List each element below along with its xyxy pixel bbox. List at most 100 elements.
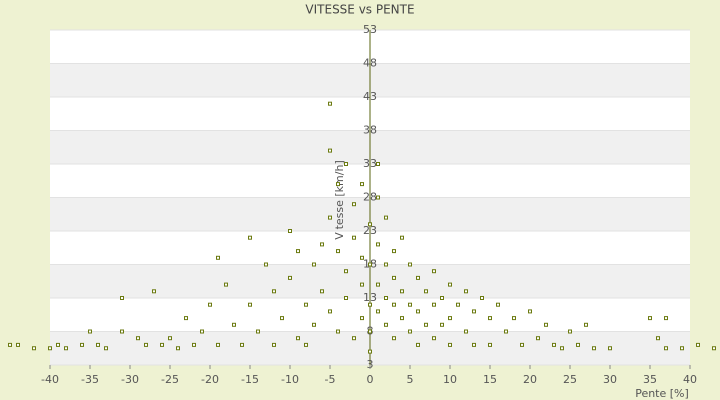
point xyxy=(368,222,372,227)
y-tick-label: 38 xyxy=(363,124,377,137)
point xyxy=(592,346,596,351)
point xyxy=(408,329,412,334)
x-tick-label: -15 xyxy=(241,373,259,386)
point xyxy=(160,342,164,347)
point xyxy=(32,346,36,351)
point xyxy=(528,309,532,314)
point xyxy=(136,336,140,341)
point xyxy=(336,329,340,334)
point xyxy=(432,269,436,274)
point xyxy=(320,242,324,247)
point xyxy=(432,302,436,307)
point xyxy=(576,342,580,347)
x-tick-label: -25 xyxy=(161,373,179,386)
x-tick-label: 40 xyxy=(683,373,697,386)
x-tick-label: 35 xyxy=(643,373,657,386)
point xyxy=(440,296,444,300)
point xyxy=(184,316,188,321)
point xyxy=(440,322,444,327)
point xyxy=(368,349,372,354)
point xyxy=(448,342,452,347)
y-tick-label: 3 xyxy=(367,358,374,371)
point xyxy=(376,242,380,247)
point xyxy=(352,235,356,240)
point xyxy=(168,336,172,341)
point xyxy=(360,255,364,260)
point xyxy=(368,302,372,307)
point xyxy=(408,302,412,307)
point xyxy=(328,101,332,106)
point xyxy=(536,336,540,341)
point xyxy=(464,289,468,294)
point xyxy=(104,346,108,351)
point xyxy=(488,342,492,347)
point xyxy=(312,262,316,267)
point xyxy=(48,346,52,351)
point xyxy=(304,342,308,347)
point xyxy=(464,329,468,334)
point xyxy=(328,148,332,153)
point xyxy=(16,342,20,347)
point xyxy=(552,342,556,347)
point xyxy=(312,322,316,327)
point xyxy=(264,262,268,267)
x-tick-label: 30 xyxy=(603,373,617,386)
point xyxy=(408,262,412,267)
point xyxy=(400,235,404,240)
point xyxy=(664,346,668,351)
point xyxy=(344,269,348,274)
point xyxy=(272,342,276,347)
point xyxy=(176,346,180,351)
y-axis-label: Vitesse [km/h] xyxy=(333,160,346,240)
point xyxy=(272,289,276,294)
x-tick-label: 10 xyxy=(443,373,457,386)
point xyxy=(200,329,204,334)
chart-title: VITESSE vs PENTE xyxy=(305,3,414,17)
point xyxy=(120,329,124,334)
point xyxy=(256,329,260,334)
point xyxy=(360,316,364,321)
point xyxy=(8,342,12,347)
x-tick-label: 25 xyxy=(563,373,577,386)
point xyxy=(392,336,396,341)
point xyxy=(376,309,380,314)
point xyxy=(472,342,476,347)
point xyxy=(304,302,308,307)
point xyxy=(368,329,372,334)
point xyxy=(336,249,340,254)
point xyxy=(320,289,324,294)
x-tick-label: -20 xyxy=(201,373,219,386)
point xyxy=(288,229,292,233)
point xyxy=(656,336,660,341)
y-tick-label: 43 xyxy=(363,90,377,103)
x-tick-label: -5 xyxy=(325,373,336,386)
x-tick-label: -10 xyxy=(281,373,299,386)
point xyxy=(208,302,212,307)
point xyxy=(376,162,380,166)
x-tick-label: -30 xyxy=(121,373,139,386)
point xyxy=(480,296,484,300)
point xyxy=(416,342,420,347)
point xyxy=(64,346,68,351)
point xyxy=(496,302,500,307)
point xyxy=(296,336,300,341)
point xyxy=(608,346,612,351)
point xyxy=(288,275,292,280)
y-tick-label: 13 xyxy=(363,291,377,304)
point xyxy=(248,302,252,307)
point xyxy=(520,342,524,347)
point xyxy=(448,282,452,287)
point xyxy=(56,342,60,347)
point xyxy=(344,162,348,166)
point xyxy=(144,342,148,347)
point xyxy=(328,215,332,220)
x-tick-label: 0 xyxy=(367,373,374,386)
point xyxy=(96,342,100,347)
point xyxy=(192,342,196,347)
point xyxy=(248,235,252,240)
y-tick-label: 28 xyxy=(363,191,377,204)
point xyxy=(296,249,300,254)
point xyxy=(392,249,396,254)
point xyxy=(544,322,548,327)
point xyxy=(664,316,668,321)
